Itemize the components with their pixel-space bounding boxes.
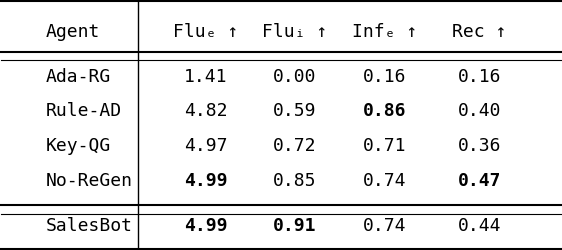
Text: 0.36: 0.36 — [458, 137, 501, 155]
Text: 0.72: 0.72 — [273, 137, 317, 155]
Text: Fluₑ ↑: Fluₑ ↑ — [173, 23, 238, 41]
Text: 0.16: 0.16 — [362, 68, 406, 86]
Text: 0.59: 0.59 — [273, 102, 317, 120]
Text: 4.99: 4.99 — [184, 217, 227, 235]
Text: Ada-RG: Ada-RG — [46, 68, 111, 86]
Text: Infₑ ↑: Infₑ ↑ — [352, 23, 417, 41]
Text: 1.41: 1.41 — [184, 68, 227, 86]
Text: 4.82: 4.82 — [184, 102, 227, 120]
Text: 0.86: 0.86 — [362, 102, 406, 120]
Text: 0.74: 0.74 — [362, 172, 406, 190]
Text: Rec ↑: Rec ↑ — [452, 23, 507, 41]
Text: No-ReGen: No-ReGen — [46, 172, 133, 190]
Text: Rule-AD: Rule-AD — [46, 102, 123, 120]
Text: Key-QG: Key-QG — [46, 137, 111, 155]
Text: 0.71: 0.71 — [362, 137, 406, 155]
Text: Fluᵢ ↑: Fluᵢ ↑ — [262, 23, 328, 41]
Text: 0.91: 0.91 — [273, 217, 317, 235]
Text: 0.44: 0.44 — [458, 217, 501, 235]
Text: 0.16: 0.16 — [458, 68, 501, 86]
Text: 0.74: 0.74 — [362, 217, 406, 235]
Text: 0.00: 0.00 — [273, 68, 317, 86]
Text: 0.85: 0.85 — [273, 172, 317, 190]
Text: 0.47: 0.47 — [458, 172, 501, 190]
Text: 4.99: 4.99 — [184, 172, 227, 190]
Text: 4.97: 4.97 — [184, 137, 227, 155]
Text: 0.40: 0.40 — [458, 102, 501, 120]
Text: SalesBot: SalesBot — [46, 217, 133, 235]
Text: Agent: Agent — [46, 23, 101, 41]
